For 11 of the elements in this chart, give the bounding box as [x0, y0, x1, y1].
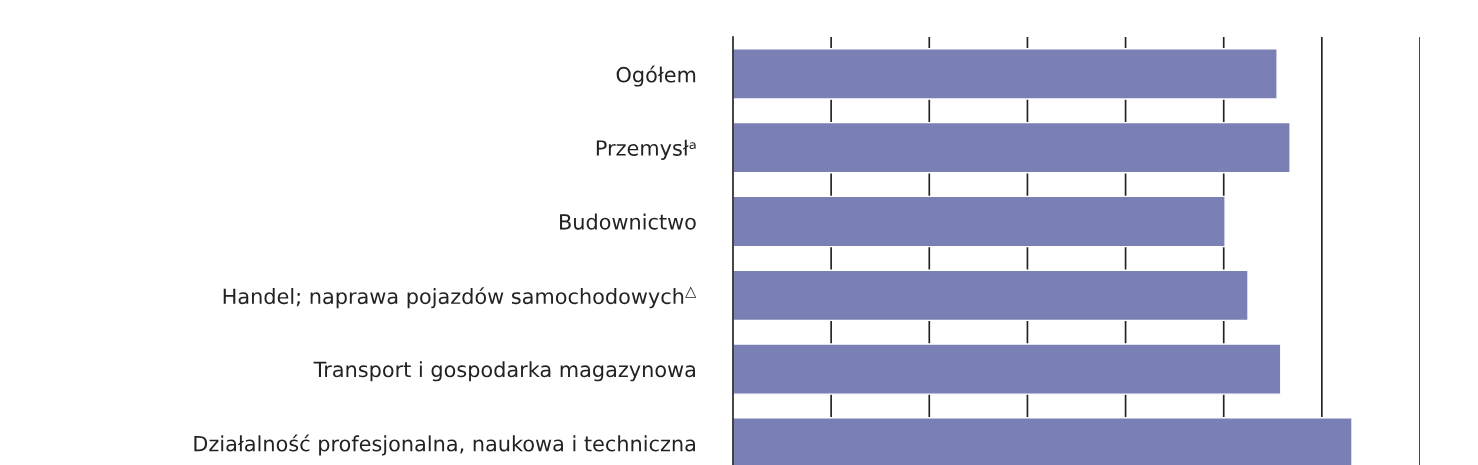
- bar: [733, 48, 1278, 100]
- y-tick-label: Handel; naprawa pojazdów samochodowych$^{△}$: [223, 286, 697, 309]
- y-tick-label: Transport i gospodarka magazynowa: [313, 361, 695, 382]
- y-tick-label: Przemysłᵃ: [596, 139, 696, 160]
- y-tick-label: Działalność profesjonalna, naukowa i techniczna: [194, 434, 696, 456]
- y-tick-label: Ogółem: [616, 65, 696, 87]
- y-tick-label: Budownictwo: [560, 213, 696, 230]
- bar: [733, 269, 1249, 322]
- bar: [733, 343, 1282, 395]
- bar: [733, 195, 1226, 248]
- bar: [733, 121, 1291, 174]
